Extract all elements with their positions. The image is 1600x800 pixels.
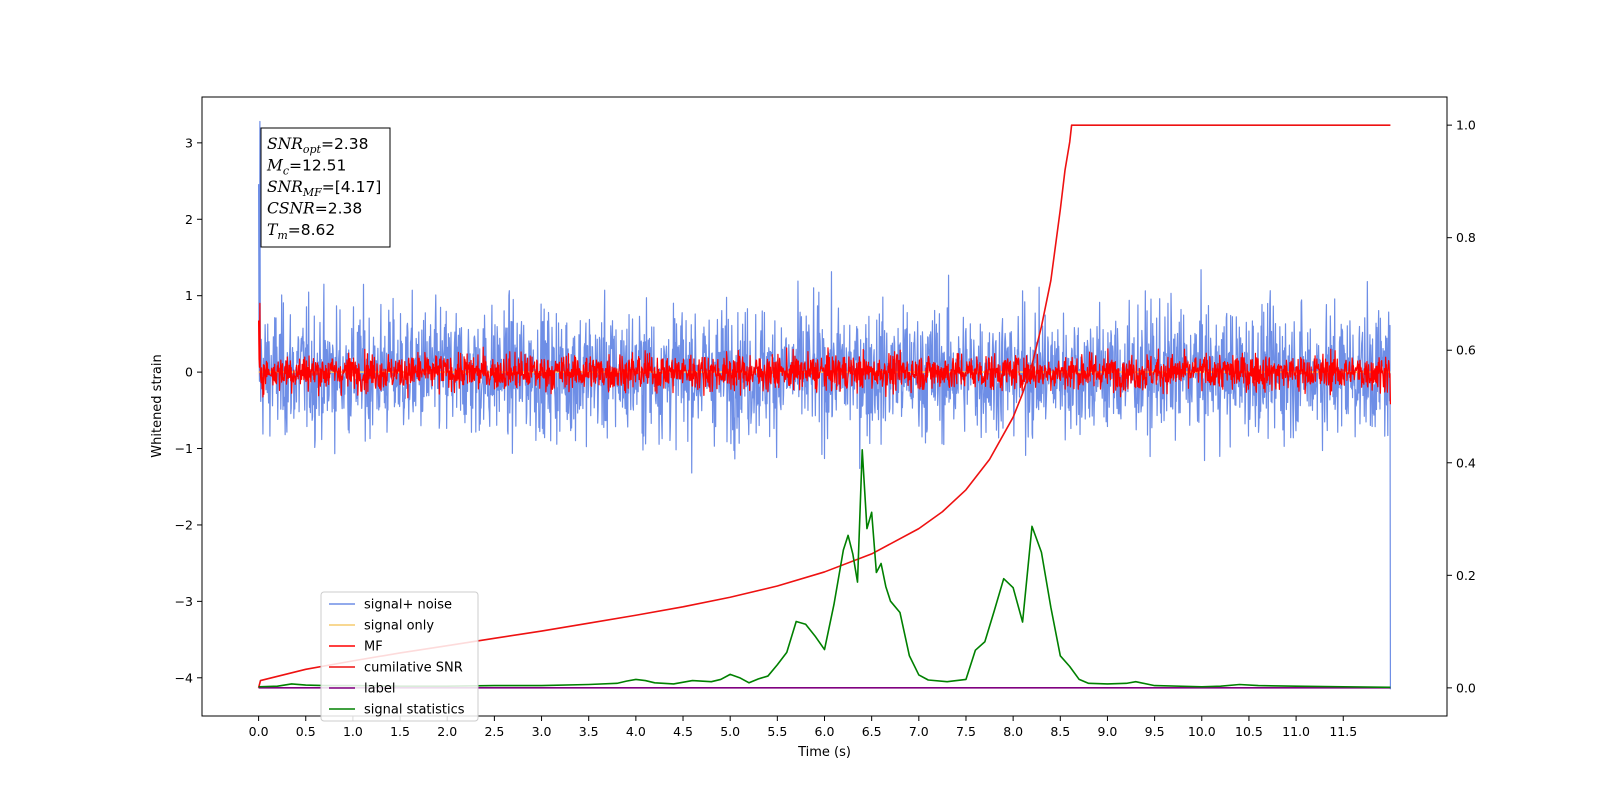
stat-value: =8.62 — [288, 221, 336, 239]
x-tick-label: 1.0 — [343, 724, 363, 739]
x-tick-label: 11.0 — [1282, 724, 1310, 739]
x-axis: 0.0 0.5 1.0 1.5 2.0 2.5 3.0 3.5 4.0 4.5 5.0 5.5 6.0 6… — [249, 716, 1357, 739]
stat-symbol: CSNR — [267, 200, 315, 218]
legend: signal+ noise signal only MF cumilative SNR… — [320, 591, 479, 722]
legend-label-mf: MF — [364, 640, 383, 655]
x-tick-label: 9.5 — [1145, 724, 1165, 739]
stat-subscript: c — [283, 165, 289, 178]
x-tick-label: 11.5 — [1329, 724, 1357, 739]
series-signal-statistics — [258, 449, 1391, 689]
y-tick-label: −4 — [175, 670, 193, 685]
y2-tick-label: 0.0 — [1456, 680, 1476, 695]
stat-value: =2.38 — [315, 200, 363, 218]
y2-tick-label: 0.6 — [1456, 343, 1476, 358]
y-tick-label: −3 — [175, 594, 193, 609]
y-tick-label: 3 — [185, 135, 193, 150]
stat-value: =[4.17] — [322, 178, 382, 196]
stat-symbol: T — [267, 221, 279, 239]
x-tick-label: 10.5 — [1235, 724, 1263, 739]
y-axis-left: 3 2 1 0 −1 −2 −3 −4 — [175, 135, 202, 685]
x-tick-label: 7.0 — [909, 724, 929, 739]
legend-label-signal-statistics: signal statistics — [364, 703, 465, 718]
stat-value: =12.51 — [289, 157, 346, 175]
y-axis-right: 1.0 0.8 0.6 0.4 0.2 0.0 — [1447, 118, 1476, 695]
y2-tick-label: 0.4 — [1456, 455, 1476, 470]
stats-annotation-box: SNRopt=2.38Mc=12.51SNRMF=[4.17]CSNR=2.38… — [260, 127, 391, 248]
x-tick-label: 6.0 — [815, 724, 835, 739]
stats-line: SNRMF=[4.17] — [267, 178, 381, 199]
x-tick-label: 4.5 — [673, 724, 693, 739]
y2-tick-label: 1.0 — [1456, 118, 1476, 133]
x-tick-label: 2.0 — [437, 724, 457, 739]
legend-label-signal-noise: signal+ noise — [364, 598, 452, 613]
legend-frame — [320, 591, 479, 722]
stats-box-frame — [260, 127, 391, 248]
y-tick-label: −1 — [175, 441, 193, 456]
stat-symbol: SNR — [267, 135, 303, 153]
stat-symbol: M — [266, 157, 284, 175]
x-tick-label: 5.5 — [767, 724, 787, 739]
legend-label-signal-only: signal only — [364, 619, 434, 634]
y-axis-label: Whitened strain — [150, 354, 165, 457]
legend-label-label: label — [364, 682, 395, 697]
x-tick-label: 10.0 — [1188, 724, 1216, 739]
x-tick-label: 0.0 — [249, 724, 269, 739]
stats-line: SNRopt=2.38 — [267, 135, 368, 156]
x-tick-label: 9.0 — [1098, 724, 1118, 739]
x-tick-label: 2.5 — [484, 724, 504, 739]
x-tick-label: 8.5 — [1050, 724, 1070, 739]
x-tick-label: 0.5 — [296, 724, 316, 739]
y-tick-label: 2 — [185, 212, 193, 227]
y-tick-label: 0 — [185, 365, 193, 380]
stat-subscript: MF — [302, 186, 322, 199]
x-tick-label: 4.0 — [626, 724, 646, 739]
x-tick-label: 6.5 — [862, 724, 882, 739]
stat-symbol: SNR — [267, 178, 303, 196]
stat-value: =2.38 — [321, 135, 369, 153]
y-tick-label: −2 — [175, 517, 193, 532]
stat-subscript: m — [277, 229, 287, 242]
series-mf — [257, 302, 1392, 405]
x-axis-label: Time (s) — [797, 745, 851, 760]
stats-line: Mc=12.51 — [266, 157, 346, 178]
x-tick-label: 5.0 — [720, 724, 740, 739]
y-tick-label: 1 — [185, 288, 193, 303]
x-tick-label: 3.5 — [579, 724, 599, 739]
x-tick-label: 8.0 — [1003, 724, 1023, 739]
legend-label-cumilative-snr: cumilative SNR — [364, 661, 463, 676]
stats-line: CSNR=2.38 — [267, 200, 362, 218]
x-tick-label: 1.5 — [390, 724, 410, 739]
stat-subscript: opt — [303, 143, 322, 156]
y2-tick-label: 0.8 — [1456, 230, 1476, 245]
y2-tick-label: 0.2 — [1456, 568, 1476, 583]
x-tick-label: 3.0 — [532, 724, 552, 739]
x-tick-label: 7.5 — [956, 724, 976, 739]
stats-line: Tm=8.62 — [267, 221, 335, 242]
